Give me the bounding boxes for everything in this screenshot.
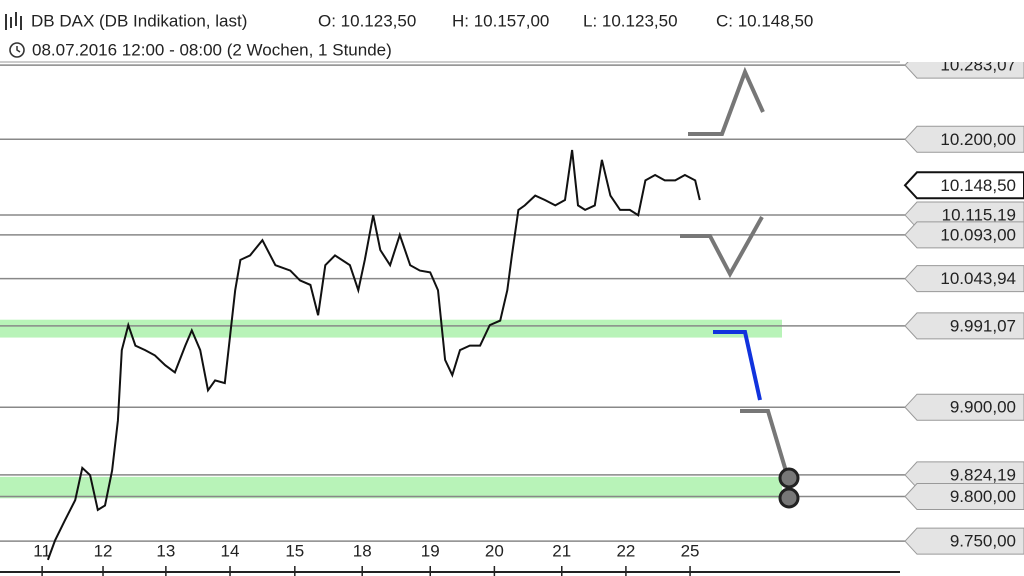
subtitle: 08.07.2016 12:00 - 08:00 (2 Wochen, 1 St…	[32, 40, 392, 59]
support-zone	[0, 319, 782, 338]
price-tag	[904, 312, 1024, 340]
support-zone	[0, 476, 782, 499]
x-tick-label: 20	[485, 541, 504, 560]
price-label: 9.824,19	[950, 465, 1016, 484]
target-marker	[778, 467, 800, 489]
header-stat: L: 10.123,50	[583, 11, 678, 30]
x-tick-label: 14	[221, 541, 240, 560]
price-label: 10.148,50	[940, 176, 1016, 195]
header-stat: C: 10.148,50	[716, 11, 813, 30]
price-tag	[904, 527, 1024, 555]
levels	[0, 49, 905, 542]
price-label: 9.900,00	[950, 398, 1016, 417]
price-label: 9.991,07	[950, 316, 1016, 335]
clock-icon	[9, 42, 25, 58]
x-tick-label: 21	[552, 541, 571, 560]
price-tag	[904, 125, 1024, 153]
price-label: 9.750,00	[950, 532, 1016, 551]
x-tick-label: 22	[616, 541, 635, 560]
x-tick-label: 11	[33, 541, 51, 560]
target-marker	[778, 487, 800, 509]
plot: 11 12 13 14 15 18 19 20 21 22 25	[33, 149, 701, 576]
price-tag	[904, 393, 1024, 421]
x-tick-label: 15	[285, 541, 304, 560]
chart-title: DB DAX (DB Indikation, last)	[31, 11, 247, 30]
header-bg	[0, 0, 1024, 62]
price-tag	[904, 483, 1024, 511]
x-tick-label: 18	[353, 541, 372, 560]
projection-up	[688, 66, 765, 136]
price-line	[46, 149, 701, 561]
price-tag	[904, 221, 1024, 249]
x-tick-label: 13	[156, 541, 175, 560]
header-stat: O: 10.123,50	[318, 11, 416, 30]
clock-hand	[16, 46, 21, 53]
zones	[0, 319, 782, 499]
x-tick-label: 12	[94, 541, 113, 560]
price-label: 9.800,00	[950, 487, 1016, 506]
projection-target	[740, 409, 790, 479]
projection-blue	[713, 330, 762, 401]
x-tick-label: 25	[681, 541, 700, 560]
projection-down	[680, 216, 764, 279]
price-tag	[903, 171, 1024, 200]
x-tick-label: 19	[421, 541, 440, 560]
price-label: 10.093,00	[940, 225, 1016, 244]
header-stat: H: 10.157,00	[452, 11, 549, 30]
price-tag	[904, 265, 1024, 293]
price-label: 10.043,94	[940, 269, 1016, 288]
stats: O: 10.123,50 H: 10.157,00 L: 10.123,50 C: 1…	[318, 11, 813, 30]
header-icon	[5, 12, 22, 30]
price-label: 10.115,19	[942, 206, 1016, 225]
price-tags: 10.300,0010.283,0710.200,0010.115,1910.0…	[903, 36, 1024, 555]
price-label: 10.200,00	[940, 130, 1016, 149]
